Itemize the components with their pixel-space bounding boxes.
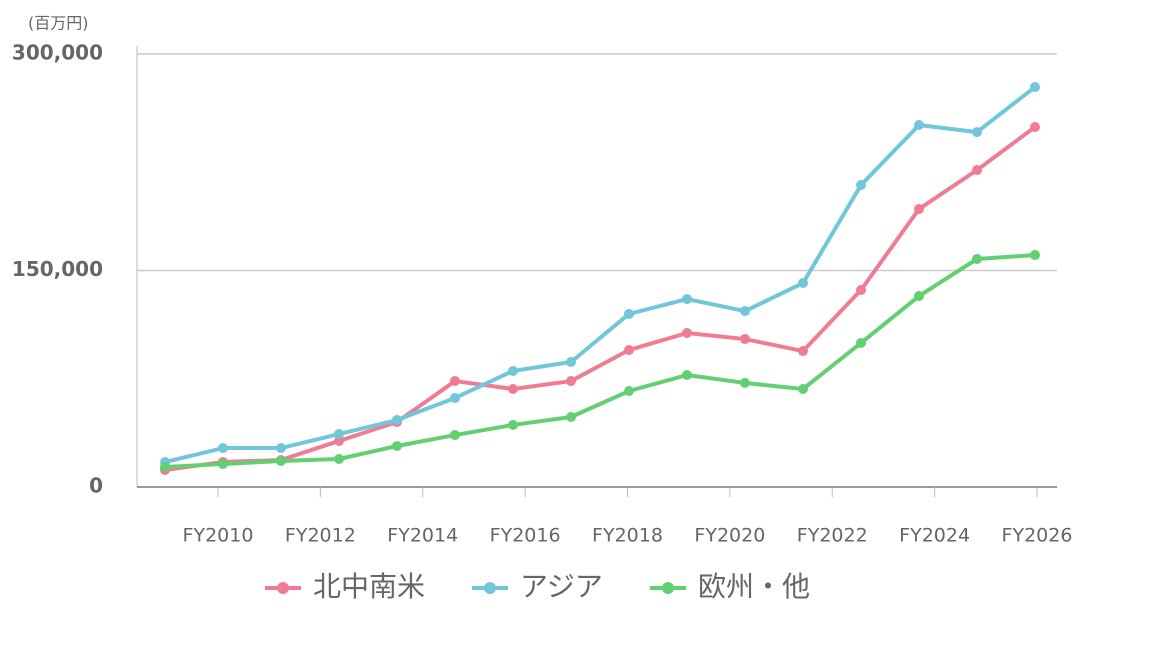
x-tick-label: FY2016 xyxy=(490,525,561,547)
data-point xyxy=(566,411,576,422)
data-point xyxy=(450,430,460,441)
data-point xyxy=(740,306,750,317)
data-point xyxy=(508,419,518,430)
legend-marker xyxy=(277,582,289,594)
data-point xyxy=(798,346,808,357)
data-point xyxy=(450,376,460,387)
legend-marker xyxy=(484,582,496,594)
data-point xyxy=(914,120,924,131)
data-point xyxy=(160,461,170,472)
data-point xyxy=(914,291,924,302)
data-point xyxy=(508,365,518,376)
data-point xyxy=(740,377,750,388)
data-point xyxy=(218,443,228,454)
data-point xyxy=(1030,250,1040,261)
data-point xyxy=(798,278,808,289)
y-tick-label: 0 xyxy=(89,474,103,498)
x-tick-label: FY2020 xyxy=(694,525,765,547)
data-point xyxy=(856,284,866,295)
data-point xyxy=(624,345,634,356)
data-point xyxy=(566,357,576,368)
legend-label: 北中南米 xyxy=(313,570,425,603)
data-point xyxy=(392,415,402,426)
data-point xyxy=(1030,82,1040,93)
data-point xyxy=(624,386,634,397)
x-tick-label: FY2024 xyxy=(899,525,970,547)
data-point xyxy=(334,429,344,440)
series-line xyxy=(164,85,1037,464)
data-point xyxy=(276,456,286,467)
data-point xyxy=(856,180,866,191)
data-point xyxy=(334,453,344,464)
data-point xyxy=(1030,122,1040,133)
data-point xyxy=(972,253,982,264)
legend-label: アジア xyxy=(520,570,603,603)
x-tick-label: FY2012 xyxy=(285,525,356,547)
y-tick-label: 150,000 xyxy=(12,257,103,281)
data-point xyxy=(334,435,344,446)
data-point xyxy=(914,204,924,215)
y-tick-label: 300,000 xyxy=(12,41,103,65)
data-point xyxy=(624,308,634,319)
data-point xyxy=(682,294,692,305)
data-point xyxy=(682,327,692,338)
data-point xyxy=(798,383,808,394)
data-point xyxy=(856,337,866,348)
series-line xyxy=(164,125,1037,472)
data-point xyxy=(508,383,518,394)
x-tick-label: FY2014 xyxy=(387,525,458,547)
data-point xyxy=(566,376,576,387)
x-tick-label: FY2022 xyxy=(797,525,868,547)
data-point xyxy=(972,165,982,176)
x-tick-label: FY2018 xyxy=(592,525,663,547)
series-line xyxy=(164,253,1036,469)
data-point xyxy=(450,392,460,403)
legend-marker xyxy=(662,582,674,594)
unit-label: (百万円) xyxy=(28,14,89,33)
x-tick-label: FY2026 xyxy=(1002,525,1073,547)
legend-label: 欧州・他 xyxy=(698,570,810,603)
data-point xyxy=(972,127,982,138)
data-point xyxy=(276,443,286,454)
data-point xyxy=(740,334,750,345)
data-point xyxy=(218,459,228,470)
data-point xyxy=(392,441,402,452)
legend: 北中南米 アジア 欧州・他 xyxy=(265,570,810,603)
x-tick-label: FY2010 xyxy=(183,525,254,547)
data-point xyxy=(682,369,692,380)
